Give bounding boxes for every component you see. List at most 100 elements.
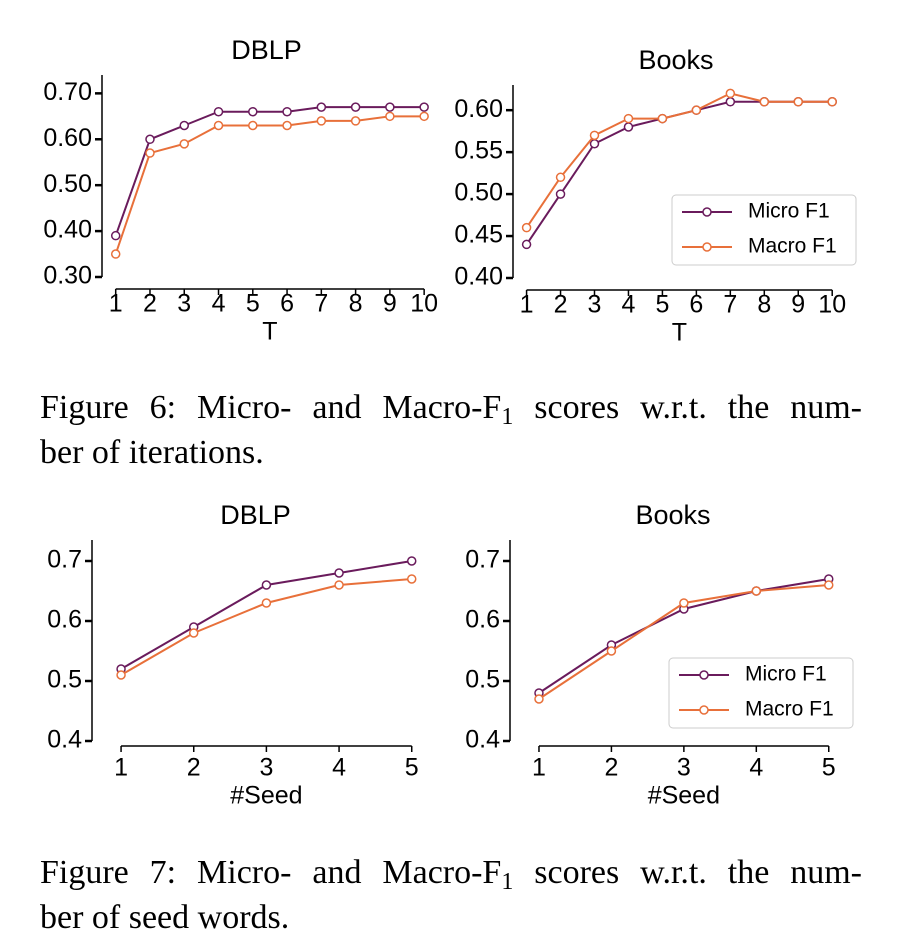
- data-point: [213, 120, 224, 131]
- legend-marker: [699, 705, 709, 715]
- y-tick-label: 0.45: [454, 221, 503, 249]
- x-tick-label: 3: [677, 754, 691, 782]
- x-tick-label: 4: [212, 290, 226, 318]
- data-point: [793, 97, 803, 107]
- x-tick-label: 4: [332, 754, 346, 782]
- x-tick-label: 10: [818, 291, 846, 319]
- data-point: [116, 670, 126, 680]
- x-tick-label: 1: [532, 754, 546, 782]
- x-tick-label: 8: [349, 290, 363, 318]
- series-line: [120, 560, 412, 670]
- x-tick-label: 5: [405, 754, 419, 782]
- data-point: [188, 628, 199, 638]
- data-point: [350, 102, 361, 112]
- caption-line: Figure 6: Micro- and Macro-F1 scores w.r…: [40, 385, 862, 430]
- legend-label: Macro F1: [748, 235, 837, 258]
- y-tick-label: 0.55: [454, 137, 503, 165]
- x-tick-label: 2: [187, 754, 201, 782]
- x-axis-label: #Seed: [648, 782, 720, 810]
- y-tick-label: 0.5: [465, 666, 500, 694]
- data-point: [213, 106, 224, 117]
- data-point: [623, 122, 634, 132]
- chart: Books 0.4 0.5 0.6 0.7 1 2 3 4 5 #Seed Micro F1 Macro…: [465, 500, 854, 810]
- y-tick-label: 0.30: [43, 262, 92, 290]
- data-point: [521, 222, 532, 233]
- data-point: [419, 102, 429, 112]
- data-point: [679, 598, 689, 608]
- data-point: [261, 598, 272, 608]
- caption-text: Figure 6: Micro- and Macro-F: [40, 389, 502, 426]
- x-tick-label: 6: [689, 291, 703, 319]
- caption-text: scores w.r.t. the num-: [513, 389, 863, 426]
- data-point: [606, 646, 617, 656]
- series-line: [114, 106, 425, 237]
- x-axis-label: #Seed: [230, 782, 302, 810]
- data-point: [725, 88, 736, 99]
- data-point: [555, 189, 566, 199]
- data-point: [555, 172, 566, 183]
- legend-marker: [702, 207, 712, 217]
- x-tick-label: 2: [554, 291, 568, 319]
- y-tick-label: 0.7: [465, 546, 500, 574]
- legend-label: Macro F1: [745, 698, 834, 721]
- data-point: [406, 556, 417, 566]
- data-point: [316, 102, 327, 112]
- data-point: [179, 120, 189, 131]
- x-tick-label: 1: [520, 291, 534, 319]
- y-tick-label: 0.70: [43, 78, 92, 106]
- legend-marker: [699, 670, 709, 680]
- legend-marker: [702, 242, 712, 252]
- figure-caption: Figure 7: Micro- and Macro-F1 scores w.r…: [40, 850, 862, 940]
- caption-text: Figure 7: Micro- and Macro-F: [40, 854, 502, 891]
- chart-title: Books: [638, 45, 713, 75]
- legend: Micro F1 Macro F1: [671, 194, 857, 266]
- data-point: [589, 130, 600, 141]
- data-point: [350, 116, 361, 126]
- data-point: [179, 139, 189, 149]
- series-line: [120, 578, 412, 676]
- x-tick-label: 1: [114, 754, 128, 782]
- data-point: [406, 574, 417, 584]
- caption-subscript: 1: [501, 404, 514, 430]
- x-tick-label: 9: [791, 291, 805, 319]
- y-tick-label: 0.50: [454, 179, 503, 207]
- x-axis-label: T: [672, 319, 687, 347]
- legend: Micro F1 Macro F1: [668, 657, 854, 729]
- data-point: [827, 97, 837, 107]
- y-tick-label: 0.5: [47, 666, 82, 694]
- y-tick-label: 0.6: [465, 606, 500, 634]
- data-point: [334, 580, 344, 590]
- series-line: [525, 92, 833, 229]
- data-point: [725, 97, 736, 107]
- data-point: [248, 120, 258, 131]
- x-tick-label: 10: [410, 290, 438, 318]
- legend-label: Micro F1: [748, 200, 830, 223]
- y-tick-label: 0.7: [47, 546, 82, 574]
- series-line: [114, 115, 425, 255]
- data-point: [282, 120, 292, 131]
- x-tick-label: 8: [757, 291, 771, 319]
- data-point: [521, 239, 532, 250]
- figure-caption: Figure 6: Micro- and Macro-F1 scores w.r…: [40, 385, 862, 475]
- data-point: [759, 97, 770, 107]
- x-tick-label: 7: [723, 291, 737, 319]
- data-point: [657, 113, 668, 124]
- data-point: [623, 113, 634, 124]
- x-tick-label: 6: [280, 290, 294, 318]
- x-tick-label: 3: [177, 290, 191, 318]
- data-point: [385, 102, 395, 112]
- x-tick-label: 4: [622, 291, 636, 319]
- y-tick-label: 0.50: [43, 170, 92, 198]
- y-tick-label: 0.60: [43, 124, 92, 152]
- x-tick-label: 2: [604, 754, 618, 782]
- chart: DBLP 0.30 0.40 0.50 0.60 0.70 1 2 3 4 5 6 7 8 9 10 T: [43, 35, 438, 345]
- x-tick-label: 9: [383, 290, 397, 318]
- caption-text: scores w.r.t. the num-: [513, 854, 863, 891]
- caption-line: Figure 7: Micro- and Macro-F1 scores w.r…: [40, 850, 862, 895]
- chart-title: DBLP: [220, 500, 291, 530]
- x-tick-label: 3: [259, 754, 273, 782]
- x-axis-label: T: [262, 318, 277, 346]
- data-point: [824, 580, 834, 590]
- caption-subscript: 1: [501, 869, 514, 895]
